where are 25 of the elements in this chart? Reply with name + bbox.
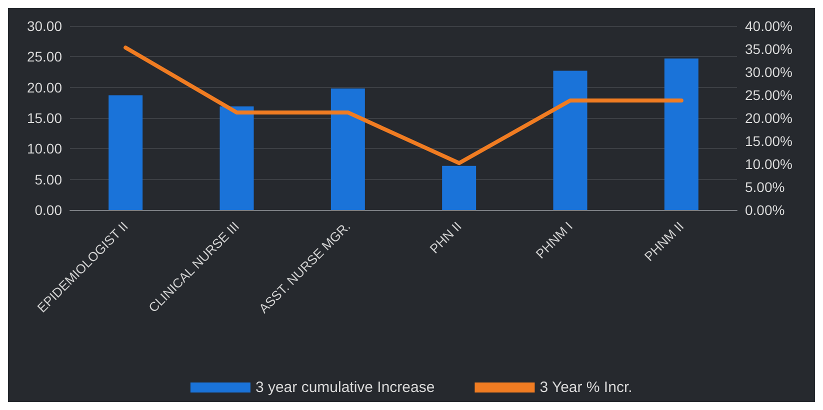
y2-tick-label: 20.00%	[745, 110, 792, 126]
bar	[108, 95, 143, 210]
y2-tick-label: 40.00%	[745, 18, 792, 34]
y-tick-label: 0.00	[34, 202, 62, 218]
bar	[553, 70, 588, 210]
line-series	[124, 46, 684, 166]
y2-tick-label: 30.00%	[745, 64, 792, 80]
y2-tick-label: 35.00%	[745, 41, 792, 57]
y2-tick-label: 25.00%	[745, 87, 792, 103]
y2-tick-label: 15.00%	[745, 133, 792, 149]
y2-tick-label: 10.00%	[745, 156, 792, 172]
bar	[330, 88, 365, 210]
y2-tick-label: 0.00%	[745, 202, 785, 218]
y-tick-label: 5.00	[34, 171, 62, 188]
y-tick-label: 25.00	[26, 48, 62, 65]
legend-label: 3 year cumulative Increase	[255, 379, 435, 396]
bar	[664, 58, 698, 210]
bar	[442, 166, 476, 210]
bar	[220, 106, 254, 210]
y-tick-label: 30.00	[26, 18, 62, 34]
legend-label: 3 Year % Incr.	[540, 379, 632, 396]
y-tick-label: 10.00	[26, 140, 62, 157]
y-tick-label: 15.00	[26, 110, 62, 126]
y-tick-label: 20.00	[26, 79, 62, 96]
y2-tick-label: 5.00%	[745, 179, 785, 195]
